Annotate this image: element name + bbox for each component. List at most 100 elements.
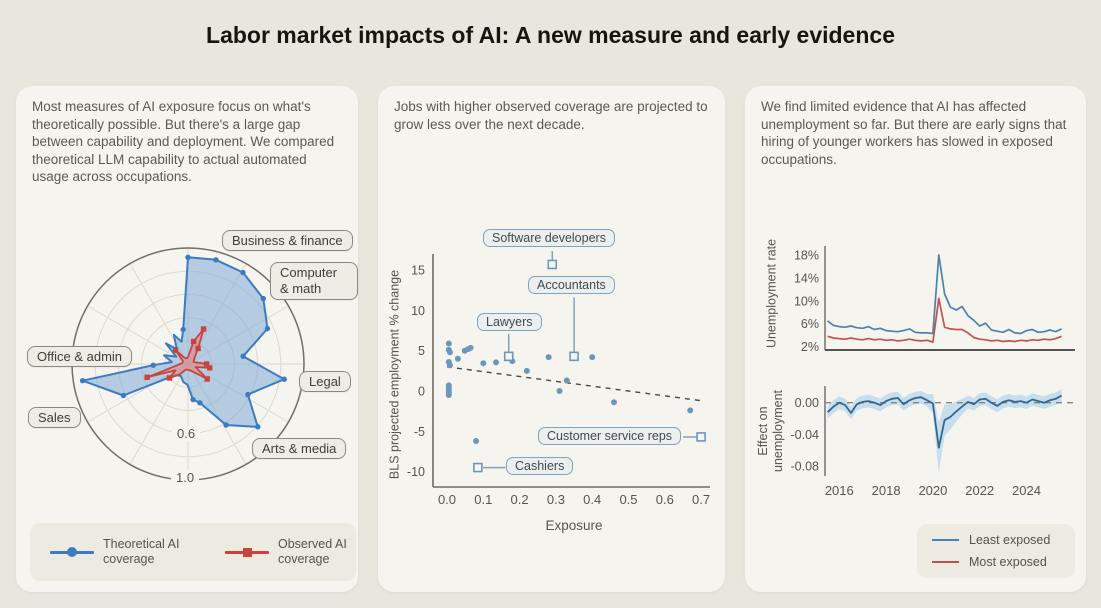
radar-vertex-marker [203,361,210,367]
scatter-point [454,355,461,362]
lines-legend: Least exposed Most exposed [917,524,1075,578]
radar-series-0 [81,256,286,428]
y-tick-label: -0.08 [791,459,820,473]
radar-label-sales: Sales [28,407,81,428]
callout-software-developers: Software developers [483,229,615,247]
callout-accountants: Accountants [528,276,615,294]
scatter-labeled-point [696,432,706,442]
radar-vertex-marker [185,254,191,260]
radar-panel-text: Most measures of AI exposure focus on wh… [32,99,335,184]
radar-vertex-marker [281,376,287,382]
radar-label-arts-media: Arts & media [252,438,347,459]
scatter-point [446,349,453,356]
unemployment-line [827,297,1062,343]
lines-panel: We find limited evidence that AI has aff… [745,86,1086,592]
radar-vertex-marker [150,362,156,368]
x-tick-label: 0.5 [619,492,637,507]
radar-vertex-marker [166,375,173,381]
radar-panel: Most measures of AI exposure focus on wh… [16,86,358,592]
radar-chart [71,247,305,481]
scatter-point [610,399,617,406]
y-tick-label: 5 [418,344,425,358]
scatter-point [556,388,563,394]
unemployment-y-axis-label: Unemployment rate [764,238,779,349]
x-tick-label: 0.1 [474,492,492,507]
x-tick-label: 2016 [825,483,854,498]
x-tick-label: 2018 [872,483,901,498]
radar-vertex-marker [120,392,127,399]
radar-vertex-marker [144,374,150,380]
callout-customer-service-reps: Customer service reps [538,427,682,445]
radar-grid-spoke [87,305,189,365]
radar-vertex-marker [180,326,186,333]
scatter-x-axis-label: Exposure [545,518,603,533]
radar-vertex-marker [79,377,86,384]
legend-label-theoretical: Theoretical AI coverage [103,537,180,566]
radar-label-office-admin: Office & admin [27,346,133,367]
callout-cashiers: Cashiers [506,457,574,475]
radar-vertex-marker [213,257,219,263]
x-tick-label: 0.4 [583,492,601,507]
scatter-labeled-point [569,351,579,362]
x-tick-label: 0.0 [438,492,456,507]
legend-item-most-exposed: Most exposed [932,555,1075,569]
legend-label-observed: Observed AI coverage [278,537,347,566]
radar-label-legal: Legal [299,371,351,392]
scatter-trend-line [446,366,702,402]
red-line-icon [932,561,959,563]
x-tick-label: 2020 [918,483,947,498]
scatter-point [480,360,487,367]
scatter-labeled-point [503,351,514,362]
x-tick-label: 0.3 [547,492,565,507]
scatter-point [687,407,694,414]
scatter-point [445,392,452,399]
radar-ring-label-10: 1.0 [171,470,200,485]
radar-vertex-marker [240,269,246,276]
radar-vertex-marker [190,396,196,403]
theoretical-line-marker-icon [50,546,94,558]
callout-lawyers: Lawyers [477,313,542,331]
x-tick-label: 2024 [1012,483,1041,498]
radar-label-business-finance: Business & finance [222,230,353,251]
radar-vertex-marker [260,295,266,302]
radar-vertex-marker [223,422,229,428]
x-tick-label: 0.6 [656,492,674,507]
legend-item-least-exposed: Least exposed [932,533,1075,547]
unemployment-line [827,254,1062,335]
scatter-point [446,362,453,369]
radar-vertex-marker [255,424,261,430]
effect-confidence-band [827,389,1062,473]
y-tick-label: 14% [794,271,819,285]
radar-grid-spoke [129,363,189,465]
blue-line-icon [932,539,959,541]
radar-vertex-marker [172,347,179,353]
scatter-point [467,344,474,351]
y-tick-label: 18% [794,249,819,263]
x-tick-label: 0.7 [692,492,710,507]
scatter-y-axis-label: BLS projected employment % change [387,269,402,480]
legend-item-observed: Observed AI coverage [225,537,366,567]
scatter-panel-text: Jobs with higher observed coverage are p… [394,99,708,132]
scatter-point [493,359,500,366]
radar-vertex-marker [204,376,210,382]
y-tick-label: -0.04 [791,428,820,442]
y-tick-label: -10 [407,465,425,479]
scatter-point [563,377,570,384]
y-tick-label: 15 [411,264,425,278]
y-tick-label: 0.00 [795,396,819,410]
radar-label-computer-math: Computer & math [270,262,358,300]
radar-legend: Theoretical AI coverage Observed AI cove… [30,523,356,581]
scatter-point [545,354,552,361]
line-charts: 18% 14% 10% 6% 2% 0.00 -0.04 -0.08 2016 2018 2020 2… [791,246,1075,498]
scatter-panel: Jobs with higher observed coverage are p… [378,86,725,592]
scatter-point [589,354,596,361]
y-tick-label: 10 [411,304,425,318]
scatter-chart: 15 10 5 0 -5 -10 0.0 0.1 0.2 0.3 0.4 0.5 0.6 0.7 [407,251,710,507]
x-tick-label: 0.2 [511,492,529,507]
radar-vertex-marker [264,325,271,332]
radar-vertex-marker [240,353,246,359]
legend-item-theoretical: Theoretical AI coverage [50,537,191,567]
scatter-point [523,367,530,374]
scatter-labeled-point [547,259,558,270]
radar-vertex-marker [195,345,201,352]
